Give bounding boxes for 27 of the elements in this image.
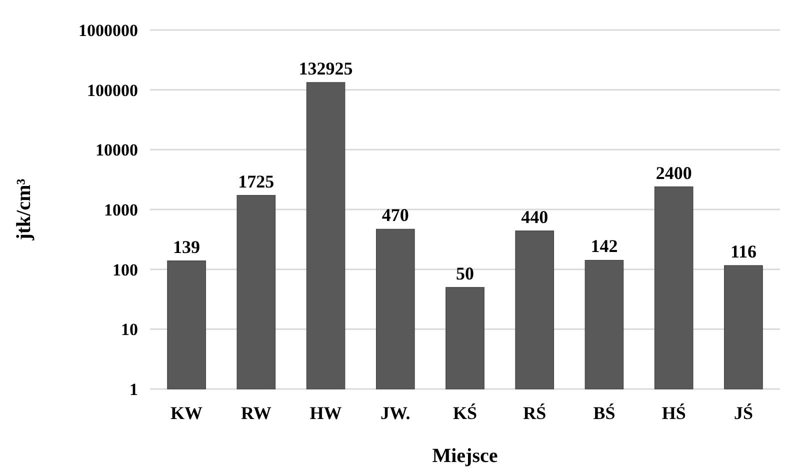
data-label: 2400 — [656, 162, 692, 183]
x-axis-title: Miejsce — [432, 445, 498, 467]
x-tick-label: RŚ — [523, 403, 546, 423]
data-label: 470 — [382, 205, 409, 226]
x-tick-label: KŚ — [452, 403, 478, 423]
y-tick-label: 10000 — [96, 140, 138, 160]
y-tick-label: 1000 — [104, 200, 138, 220]
y-axis-title: jtk/cm³ — [13, 178, 35, 242]
data-label: 142 — [590, 236, 618, 256]
data-label: 132925 — [298, 58, 353, 78]
y-tick-label: 1 — [130, 380, 138, 399]
y-tick-label: 100000 — [87, 80, 138, 100]
x-tick-label: JŚ — [734, 403, 753, 423]
y-tick-label: 1000000 — [78, 20, 138, 40]
data-label: 139 — [173, 236, 200, 257]
data-label: 116 — [730, 241, 756, 262]
x-tick-label: JW. — [380, 403, 410, 423]
x-tick-label: HŚ — [662, 403, 686, 423]
x-tick-label: BŚ — [593, 403, 616, 423]
x-tick-label: RW — [240, 403, 272, 423]
y-tick-label: 10 — [121, 320, 138, 340]
data-label: 440 — [521, 206, 548, 227]
x-tick-label: HW — [310, 403, 342, 423]
x-tick-label: KW — [170, 403, 203, 423]
data-label: 1725 — [238, 171, 274, 192]
y-tick-label: 100 — [112, 260, 138, 280]
data-label: 50 — [456, 263, 474, 284]
